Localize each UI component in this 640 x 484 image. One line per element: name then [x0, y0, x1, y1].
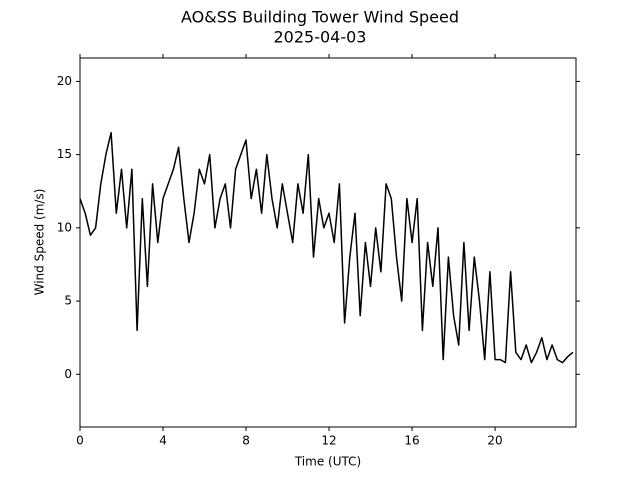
chart-title: AO&SS Building Tower Wind Speed [181, 8, 459, 27]
y-tick-label: 5 [64, 294, 72, 308]
x-tick-label: 8 [242, 434, 250, 448]
x-tick-label: 0 [76, 434, 84, 448]
chart-subtitle: 2025-04-03 [274, 28, 367, 47]
x-tick-label: 20 [487, 434, 502, 448]
y-tick-label: 20 [57, 74, 72, 88]
y-tick-label: 0 [64, 367, 72, 381]
y-axis-label: Wind Speed (m/s) [33, 189, 47, 296]
x-tick-label: 4 [159, 434, 167, 448]
x-axis-label: Time (UTC) [294, 455, 361, 469]
y-tick-label: 15 [57, 147, 72, 161]
plot-frame [79, 57, 577, 428]
y-tick-label: 10 [57, 220, 72, 234]
x-tick-label: 16 [404, 434, 419, 448]
x-tick-label: 12 [321, 434, 336, 448]
data-line [79, 131, 574, 364]
